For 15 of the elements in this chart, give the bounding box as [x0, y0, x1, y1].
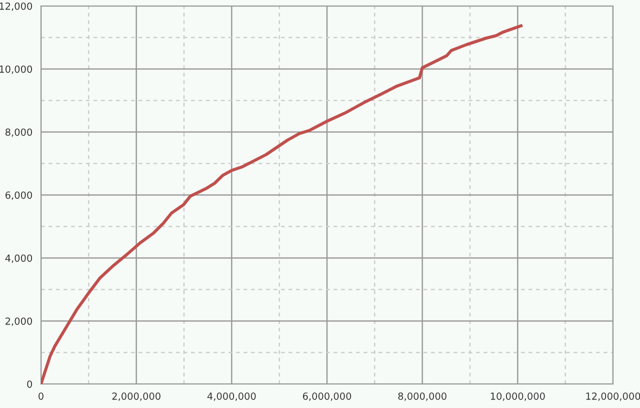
line-series [41, 24, 523, 384]
y-tick-label: 4,000 [5, 254, 32, 263]
y-tick-label: 10,000 [0, 65, 32, 74]
x-tick-label: 10,000,000 [490, 392, 545, 401]
y-tick-label: 2,000 [6, 317, 32, 326]
x-tick-label: 6,000,000 [302, 392, 352, 401]
x-tick-label: 4,000,000 [207, 392, 256, 401]
x-tick-label: 0 [38, 392, 44, 400]
y-tick-label: 12,000 [0, 2, 32, 11]
x-tick-label: 12,000,000 [586, 392, 640, 401]
y-tick-label: 0 [27, 380, 32, 388]
x-tick-label: 8,000,000 [398, 392, 446, 401]
y-tick-label: 6,000 [6, 191, 32, 200]
x-tick-label: 2,000,000 [112, 392, 160, 401]
y-tick-label: 8,000 [5, 128, 32, 137]
